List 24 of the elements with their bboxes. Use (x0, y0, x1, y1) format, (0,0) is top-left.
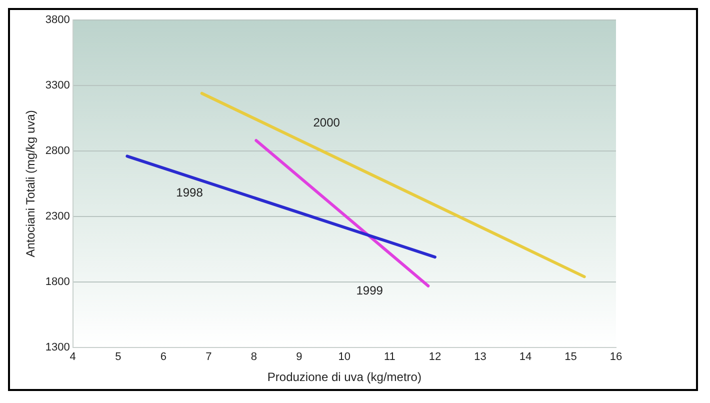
y-tick-label: 3800 (45, 14, 70, 26)
x-tick-label: 4 (70, 351, 76, 364)
x-tick-label: 10 (338, 351, 351, 364)
y-tick-label: 2300 (45, 210, 70, 222)
x-tick-label: 15 (564, 351, 577, 364)
x-tick-label: 8 (250, 351, 257, 364)
series-label: 1998 (176, 185, 204, 200)
series-label: 2000 (313, 115, 340, 130)
x-tick-label: 13 (474, 351, 486, 364)
x-tick-label: 14 (519, 351, 532, 364)
x-tick-label: 7 (206, 351, 212, 364)
y-tick-label: 1800 (45, 276, 70, 288)
y-tick-label: 3300 (45, 80, 70, 92)
y-tick-label: 2800 (45, 144, 70, 157)
x-tick-label: 5 (115, 351, 122, 364)
text: 1999 (356, 284, 384, 298)
x-tick-label: 11 (384, 351, 396, 364)
y-axis-title: Antociani Totali (mg/kg uva) (24, 110, 38, 258)
x-tick-label: 9 (296, 351, 302, 364)
x-axis-title: Produzione di uva (kg/metro) (267, 370, 422, 384)
x-tick-label: 12 (428, 351, 442, 364)
y-tick-label: 1300 (45, 341, 70, 354)
x-tick-label: 16 (610, 351, 622, 364)
x-tick-label: 6 (160, 351, 166, 364)
